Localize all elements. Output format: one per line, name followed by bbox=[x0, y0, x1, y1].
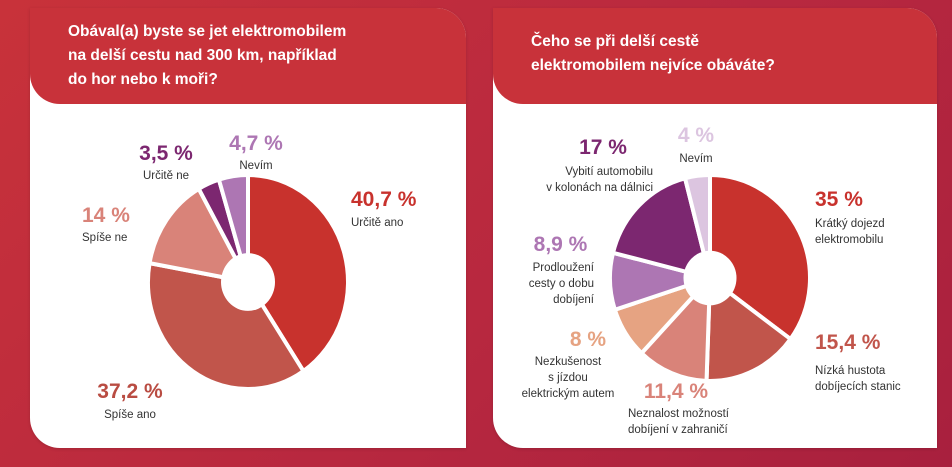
title-line: Čeho se při delší cestě bbox=[531, 33, 699, 50]
panel-title: Čeho se při delší cestě elektromobilem n… bbox=[531, 30, 831, 78]
donut-slice-vybiti-automobilu-v-kolonach-na-dalnici bbox=[611, 176, 712, 280]
category-label-spise-ne: Spíše ne bbox=[82, 232, 128, 244]
donut-slice-kratky-dojezd-elektromobilu bbox=[708, 175, 810, 342]
title-line: elektromobilem nejvíce obáváte? bbox=[531, 57, 775, 74]
category-label-kratky-dojezd: Krátký dojezd elektromobilu bbox=[815, 218, 885, 246]
category-label-nezkusenost: Nezkušenost s jízdou elektrickým autem bbox=[521, 356, 615, 400]
value-label-nezkusenost: 8 % bbox=[569, 328, 607, 351]
category-label-urcite-ne: Určitě ne bbox=[142, 170, 190, 182]
donut-hole bbox=[683, 250, 737, 306]
donut-slice-spise-ano bbox=[148, 261, 306, 389]
category-label-nevim: Nevím bbox=[239, 160, 273, 172]
title-line: Obával(a) byste se jet elektromobilem bbox=[68, 23, 347, 40]
category-label-nevim: Nevím bbox=[679, 153, 713, 165]
category-label-nizka-hustota: Nízká hustota dobíjecích stanic bbox=[815, 365, 901, 393]
panel-header bbox=[493, 8, 937, 104]
value-label-vybiti: 17 % bbox=[579, 136, 627, 159]
title-line: do hor nebo k moři? bbox=[68, 71, 218, 88]
value-label-urcite-ne: 3,5 % bbox=[139, 142, 193, 165]
title-line: na delší cestu nad 300 km, například bbox=[68, 47, 337, 64]
donut-chart-right bbox=[610, 175, 810, 381]
panel-title: Obával(a) byste se jet elektromobilem na… bbox=[68, 20, 428, 92]
value-label-prodlouzeni: 8,9 % bbox=[533, 233, 588, 256]
donut-slice-nizka-hustota-dobijecich-stanic bbox=[704, 276, 793, 381]
donut-hole bbox=[221, 253, 275, 311]
category-label-prodlouzeni: Prodloužení cesty o dobu dobíjení bbox=[528, 262, 594, 306]
value-label-urcite-ano: 40,7 % bbox=[351, 188, 417, 211]
value-label-nevim: 4,7 % bbox=[229, 132, 283, 155]
category-label-urcite-ano: Určitě ano bbox=[351, 217, 404, 229]
category-label-spise-ano: Spíše ano bbox=[104, 409, 156, 421]
survey-panel-right: Čeho se při delší cestě elektromobilem n… bbox=[493, 8, 937, 448]
value-label-spise-ano: 37,2 % bbox=[97, 380, 163, 403]
category-label-neznalost: Neznalost možností dobíjení v zahraničí bbox=[628, 408, 729, 436]
panel-header bbox=[30, 8, 466, 104]
value-label-kratky-dojezd: 35 % bbox=[815, 188, 863, 211]
value-label-nevim: 4 % bbox=[677, 124, 715, 147]
value-label-spise-ne: 14 % bbox=[82, 204, 130, 227]
donut-slice-spise-ne bbox=[148, 186, 250, 284]
donut-chart-left bbox=[148, 175, 348, 389]
value-label-neznalost: 11,4 % bbox=[643, 380, 709, 403]
survey-panel-left: Obával(a) byste se jet elektromobilem na… bbox=[30, 8, 466, 448]
category-label-vybiti: Vybití automobilu v kolonách na dálnici bbox=[546, 166, 653, 194]
value-label-nizka-hustota: 15,4 % bbox=[815, 331, 881, 354]
